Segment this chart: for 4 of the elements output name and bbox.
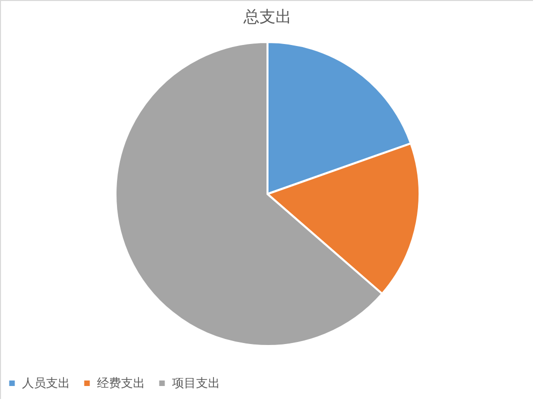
legend-label: 经费支出 <box>97 376 145 390</box>
legend-label: 项目支出 <box>172 376 220 390</box>
chart-title: 总支出 <box>242 7 292 26</box>
legend-label: 人员支出 <box>22 376 70 390</box>
